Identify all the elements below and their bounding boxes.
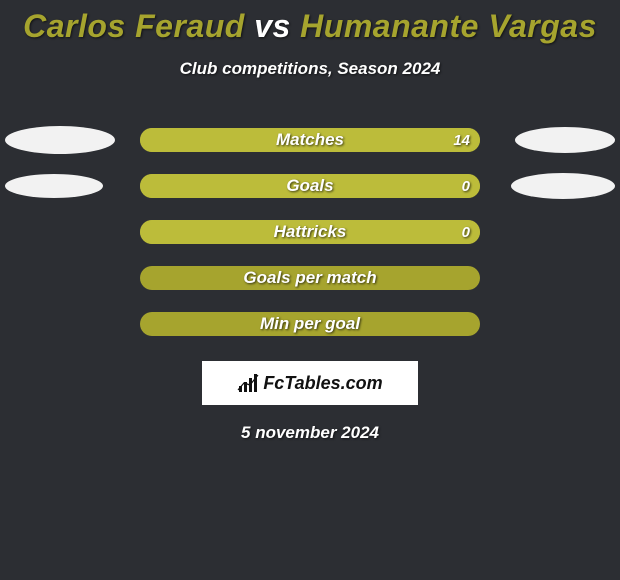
subtitle: Club competitions, Season 2024: [0, 59, 620, 79]
chart-icon: [237, 374, 259, 392]
stat-row: 0Goals: [0, 163, 620, 209]
title-player1: Carlos Feraud: [23, 8, 245, 44]
stat-rows: 14Matches 0Goals 0Hattricks Goals per match…: [0, 117, 620, 347]
stat-row: Min per goal: [0, 301, 620, 347]
title-player2: Humanante Vargas: [300, 8, 597, 44]
stat-bar: 14Matches: [140, 128, 480, 152]
bar-fill-right: [140, 128, 480, 152]
value-oval-right: [511, 173, 615, 199]
bar-value-right: 0: [462, 220, 470, 244]
stat-bar: 0Goals: [140, 174, 480, 198]
stat-bar: Goals per match: [140, 266, 480, 290]
bar-label: Min per goal: [140, 312, 480, 336]
comparison-infographic: Carlos Feraud vs Humanante Vargas Club c…: [0, 0, 620, 443]
stat-row: 14Matches: [0, 117, 620, 163]
date-text: 5 november 2024: [0, 423, 620, 443]
value-oval-left: [5, 174, 103, 198]
stat-bar: Min per goal: [140, 312, 480, 336]
title-vs: vs: [254, 8, 291, 44]
logo-box: FcTables.com: [202, 361, 418, 405]
stat-bar: 0Hattricks: [140, 220, 480, 244]
value-oval-left: [5, 126, 115, 154]
bar-fill-right: [140, 220, 480, 244]
logo: FcTables.com: [237, 373, 382, 394]
stat-row: Goals per match: [0, 255, 620, 301]
page-title: Carlos Feraud vs Humanante Vargas: [0, 8, 620, 45]
logo-text: FcTables.com: [263, 373, 382, 394]
stat-row: 0Hattricks: [0, 209, 620, 255]
bar-value-right: 0: [462, 174, 470, 198]
bar-fill-right: [140, 174, 480, 198]
value-oval-right: [515, 127, 615, 153]
bar-label: Goals per match: [140, 266, 480, 290]
bar-value-right: 14: [453, 128, 470, 152]
